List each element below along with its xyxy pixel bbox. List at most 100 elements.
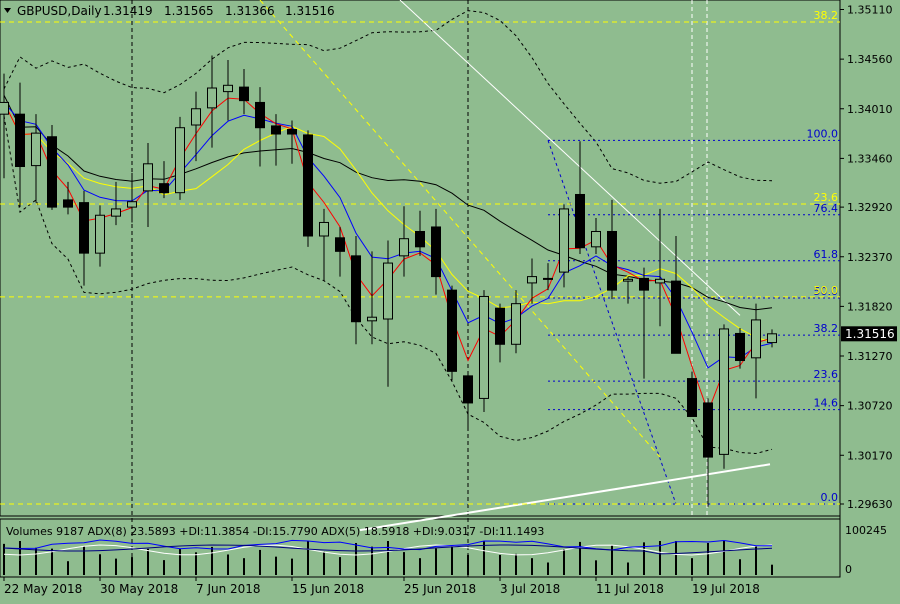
- candle-body-bull: [767, 333, 777, 344]
- candle-body-bear: [431, 226, 441, 278]
- candle: [47, 125, 57, 210]
- candle: [223, 60, 233, 121]
- candle: [543, 263, 553, 291]
- price-tick-label: 1.30170: [847, 449, 893, 462]
- long-fibo-label: 50.0: [814, 284, 839, 297]
- date-label: 15 Jun 2018: [292, 582, 364, 596]
- candle-body-bull: [479, 295, 489, 399]
- candle: [111, 181, 121, 226]
- candle-body-bear: [703, 402, 713, 458]
- candle-body-bull: [623, 278, 633, 282]
- candle-body-bull: [559, 208, 569, 273]
- current-price-tag: 1.31516: [841, 326, 897, 342]
- fibo-trend-line: [547, 140, 677, 505]
- candle-body-bull: [399, 238, 409, 257]
- date-axis: 22 May 2018 30 May 2018 7 Jun 2018 15 Jun 2…: [3, 577, 760, 596]
- fibo-level-label: 23.6: [814, 368, 839, 381]
- candle: [639, 267, 649, 379]
- candle-body-bear: [159, 183, 169, 194]
- date-label: 22 May 2018: [4, 582, 82, 596]
- candle: [271, 114, 281, 166]
- candle: [479, 290, 489, 412]
- candle-body-bull: [751, 319, 761, 359]
- oscillator-plot: [3, 539, 773, 575]
- candle: [79, 190, 89, 286]
- candle: [95, 205, 105, 267]
- main-panel: [0, 0, 841, 517]
- candle: [367, 251, 377, 345]
- price-tick-label: 1.31270: [847, 350, 893, 363]
- candle-body-bear: [463, 375, 473, 404]
- ohlc-high: 1.31565: [164, 4, 214, 18]
- candle: [623, 276, 633, 304]
- fibo-level-label: 100.0: [807, 127, 839, 140]
- di-minus-line: [3, 544, 773, 556]
- ohlc-low: 1.31366: [225, 4, 275, 18]
- candle-body-bull: [191, 108, 201, 126]
- candle: [671, 235, 681, 354]
- oscillator-tick-zero: 0: [845, 563, 852, 576]
- candle-body-bull: [319, 221, 329, 237]
- candle: [511, 290, 521, 354]
- candle: [415, 210, 425, 256]
- price-tick-label: 1.35110: [847, 4, 893, 17]
- candle-body-bear: [671, 280, 681, 354]
- fibo-level-label: 0.0: [821, 491, 839, 504]
- candle-body-bear: [639, 277, 649, 291]
- fibo-level-label: 61.8: [814, 248, 839, 261]
- candle-body-bull: [143, 163, 153, 192]
- date-label: 3 Jul 2018: [500, 582, 560, 596]
- candle: [335, 226, 345, 277]
- oscillator-label: Volumes 9187 ADX(8) 23.5893 +DI:11.3854 …: [6, 525, 544, 538]
- candle: [31, 114, 41, 203]
- date-label: 30 May 2018: [100, 582, 178, 596]
- date-label: 19 Jul 2018: [692, 582, 760, 596]
- date-label: 7 Jun 2018: [196, 582, 261, 596]
- candle-body-bear: [15, 113, 25, 168]
- candles-group: [0, 55, 777, 507]
- dropdown-arrow-icon[interactable]: [4, 8, 11, 13]
- candle-body-bull: [719, 328, 729, 455]
- price-tick-label: 1.29630: [847, 498, 893, 511]
- candle: [351, 235, 361, 345]
- price-tick-label: 1.31820: [847, 300, 893, 313]
- candle-body-bull: [367, 316, 377, 322]
- ohlc-close: 1.31516: [285, 4, 335, 18]
- price-tick-label: 1.34560: [847, 53, 893, 66]
- candle: [319, 208, 329, 282]
- fibo-level-label: 38.2: [814, 322, 839, 335]
- price-tick-label: 1.33460: [847, 152, 893, 165]
- candle: [0, 73, 9, 179]
- symbol-label: GBPUSD,Daily: [17, 4, 102, 18]
- candle-body-bear: [335, 237, 345, 252]
- long-fibo-label: 38.2: [814, 9, 839, 22]
- candle-body-bull: [223, 84, 233, 93]
- candle: [751, 303, 761, 399]
- candle: [719, 324, 729, 469]
- fibo-level-label: 50.0: [814, 285, 839, 298]
- oscillator-tick-max: 100245: [845, 524, 887, 537]
- candle: [303, 130, 313, 247]
- candle: [175, 116, 185, 200]
- candle: [239, 69, 249, 115]
- support-line: [359, 463, 771, 532]
- price-tick-label: 1.30720: [847, 400, 893, 413]
- di-plus-line: [3, 539, 773, 551]
- candle-body-bull: [527, 276, 537, 284]
- candle-body-bull: [383, 262, 393, 320]
- current-price-value: 1.31516: [845, 327, 895, 341]
- candle: [287, 120, 297, 164]
- candle-body-bull: [95, 214, 105, 254]
- candle: [127, 172, 137, 223]
- price-tick-label: 1.32920: [847, 201, 893, 214]
- candle-body-bull: [31, 132, 41, 167]
- candle: [143, 143, 153, 227]
- candle: [15, 82, 25, 208]
- candle-body-bull: [111, 208, 121, 217]
- candle-body-bear: [239, 86, 249, 102]
- price-tick-label: 1.34010: [847, 103, 893, 116]
- candle: [687, 371, 697, 417]
- candle-body-bear: [63, 199, 73, 208]
- candle: [463, 371, 473, 431]
